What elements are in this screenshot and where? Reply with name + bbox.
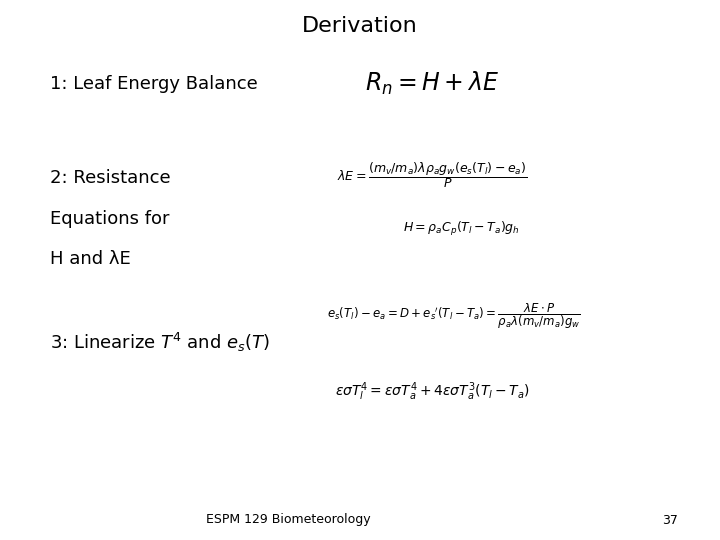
Text: $R_n = H + \lambda E$: $R_n = H + \lambda E$ <box>365 70 499 97</box>
Text: $\varepsilon \sigma T_l^4 = \varepsilon \sigma T_a^4 + 4 \varepsilon \sigma T_a^: $\varepsilon \sigma T_l^4 = \varepsilon … <box>335 380 529 403</box>
Text: 2: Resistance: 2: Resistance <box>50 169 171 187</box>
Text: Derivation: Derivation <box>302 16 418 36</box>
Text: 37: 37 <box>662 514 678 526</box>
Text: 3: Linearize $T^4$ and $e_s(T)$: 3: Linearize $T^4$ and $e_s(T)$ <box>50 332 271 354</box>
Text: H and λE: H and λE <box>50 250 131 268</box>
Text: Equations for: Equations for <box>50 210 170 228</box>
Text: $\lambda E = \dfrac{(m_v / m_a) \lambda \rho_a g_w (e_s(T_l) - e_a)}{P}$: $\lambda E = \dfrac{(m_v / m_a) \lambda … <box>337 160 527 191</box>
Text: $e_s(T_l) - e_a = D + e_s{}'(T_l - T_a) = \dfrac{\lambda E \cdot P}{\rho_a \lamb: $e_s(T_l) - e_a = D + e_s{}'(T_l - T_a) … <box>327 301 580 330</box>
Text: $H = \rho_a C_p (T_l - T_a) g_h$: $H = \rho_a C_p (T_l - T_a) g_h$ <box>403 220 520 239</box>
Text: 1: Leaf Energy Balance: 1: Leaf Energy Balance <box>50 75 258 93</box>
Text: ESPM 129 Biometeorology: ESPM 129 Biometeorology <box>206 514 370 526</box>
